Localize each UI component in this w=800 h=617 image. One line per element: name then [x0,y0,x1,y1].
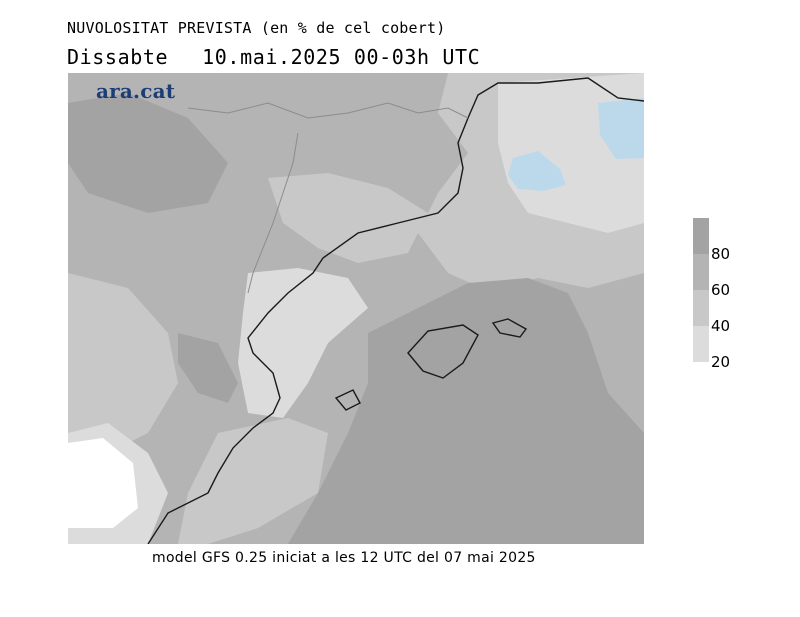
regional-border [247,132,299,294]
legend-label-40: 40 [711,317,731,335]
forecast-datetime: 10.mai.2025 00-03h UTC [202,45,481,69]
chart-title: NUVOLOSITAT PREVISTA (en % de cel cobert… [67,19,446,37]
legend-label-20: 20 [711,353,731,371]
cloud-region-dense-interior [178,333,238,403]
pyrenees-border [187,102,469,119]
cloud-region-mid-catalonia [268,173,428,263]
legend-swatch-40 [693,290,709,326]
forecast-day: Dissabte [67,45,169,69]
cloud-region-dense-sea [288,278,644,544]
coastline [147,77,644,544]
cloud-region-low-coast [238,268,368,418]
legend-swatch-80 [693,218,709,254]
map-svg [68,73,644,544]
legend-label-60: 60 [711,281,731,299]
menorca-island [491,318,528,338]
cloud-region-mid-west [68,273,178,453]
clear-sky-patch-2 [508,151,566,191]
cloud-region-dense-northwest [68,93,228,213]
cloud-cover-map [68,73,644,544]
legend-swatch-20 [693,326,709,362]
mallorca-island [407,324,479,379]
legend-swatch-60 [693,254,709,290]
legend-label-80: 80 [711,245,731,263]
forecast-datetime-line: Dissabte 10.mai.2025 00-03h UTC [67,45,480,69]
ibiza-island [334,389,361,411]
color-legend [693,218,709,362]
ara-cat-logo[interactable]: ara.cat [96,79,176,103]
cloud-region-mid-south [178,418,328,544]
cloud-region-clear-southwest [68,438,138,528]
clear-sky-patch-1 [598,98,644,159]
model-info-footer: model GFS 0.25 iniciat a les 12 UTC del … [152,550,536,566]
